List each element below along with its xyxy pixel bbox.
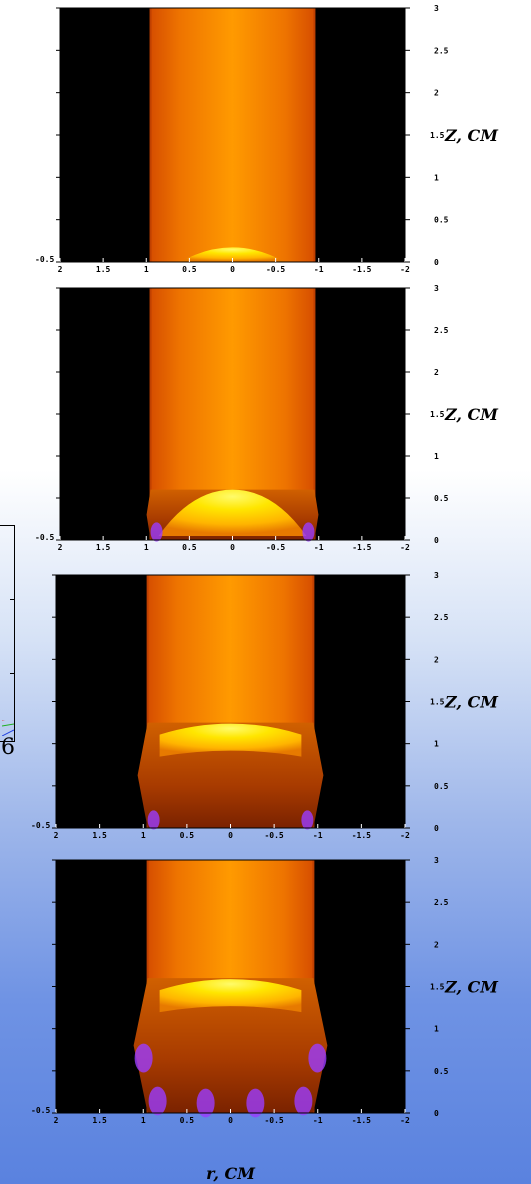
heatmap-panel-3: 2 1.5 1 0.5 0 -0.5 -1 -1.5 -2 3 2.5 2 1.5 1 0.5 0 Z, CM -…: [31, 571, 499, 896]
hot-front: [159, 723, 302, 757]
heatmap-panel-4: 2 1.5 1 0.5 0 -0.5 -1 -1.5 -2 3 2.5 2 1.5 1 0.5 0 Z, CM -…: [31, 856, 499, 1183]
x-axis-label: r, CM: [206, 1164, 256, 1183]
y-tick-label: 1.5: [430, 410, 445, 419]
y-tick-label: 2.5: [434, 898, 449, 907]
x-tick-label: 2: [58, 543, 63, 552]
x-tick-label: 0: [230, 543, 235, 552]
y-tick-label: 2: [434, 940, 439, 949]
y-tick-label: 0: [434, 258, 439, 267]
x-tick-label: -2: [400, 831, 410, 840]
violet-region: [301, 810, 314, 830]
y-tick-label: 1.5: [430, 983, 445, 992]
y-tick-label: 1.5: [430, 698, 445, 707]
x-tick-label: 2: [54, 831, 59, 840]
x-tick-label: 1: [141, 831, 146, 840]
x-tick-label: 0: [228, 831, 233, 840]
x-tick-label: 1: [141, 1116, 146, 1125]
x-tick-label: 1.5: [92, 831, 107, 840]
violet-region: [294, 1086, 313, 1116]
x-tick-label: -1: [314, 265, 324, 274]
y-tick-label: 0.5: [434, 1067, 449, 1076]
x-tick-label: -1.5: [352, 831, 371, 840]
y-tick-label: 1: [434, 173, 439, 182]
y-tick-label: 0: [434, 1109, 439, 1118]
y-tick-label: 2: [434, 89, 439, 98]
bottom-left-label: -0.5: [31, 1106, 50, 1115]
y-tick-label: 0.5: [434, 216, 449, 225]
hot-front: [180, 247, 285, 262]
x-tick-label: -2: [400, 265, 410, 274]
x-tick-label: -2: [400, 1116, 410, 1125]
bottom-left-label: -0.5: [35, 255, 54, 264]
x-tick-label: -0.5: [264, 831, 283, 840]
plasma-column: [150, 8, 315, 262]
x-tick-label: -0.5: [264, 1116, 283, 1125]
violet-region: [196, 1088, 215, 1118]
x-tick-label: -0.5: [266, 543, 285, 552]
hot-front: [159, 979, 302, 1013]
y-axis-label: Z, CM: [444, 126, 499, 145]
x-tick-label: 0.5: [180, 1116, 195, 1125]
violet-region: [246, 1088, 265, 1118]
violet-region: [134, 1043, 153, 1073]
fragment-tick: [10, 599, 14, 600]
x-tick-label: 1: [144, 543, 149, 552]
bottom-left-label: -0.5: [35, 533, 54, 542]
fragment-label: 6: [1, 735, 15, 760]
y-tick-label: 1: [434, 740, 439, 749]
x-tick-label: -2: [400, 543, 410, 552]
y-tick-label: 0.5: [434, 494, 449, 503]
violet-region: [150, 522, 163, 542]
y-tick-label: 0: [434, 536, 439, 545]
x-tick-label: 0: [228, 1116, 233, 1125]
bottom-left-label: -0.5: [31, 821, 50, 830]
x-tick-label: -1: [314, 543, 324, 552]
y-tick-label: 2.5: [434, 326, 449, 335]
violet-region: [148, 1086, 167, 1116]
x-tick-label: 1.5: [96, 265, 111, 274]
left-cropped-chart-fragment: [0, 525, 15, 742]
x-tick-label: -1.5: [352, 265, 371, 274]
x-tick-label: 1.5: [96, 543, 111, 552]
y-tick-label: 2.5: [434, 613, 449, 622]
y-tick-label: 1: [434, 1025, 439, 1034]
violet-region: [308, 1043, 327, 1073]
y-tick-label: 2: [434, 655, 439, 664]
x-tick-label: -1: [313, 831, 323, 840]
y-tick-label: 2: [434, 368, 439, 377]
y-tick-label: 3: [434, 4, 439, 13]
heatmap-panel-1: 2 1.5 1 0.5 0 -0.5 -1 -1.5 -2 3 2.5 2 1.5 1 0.5 0 Z, CM -…: [35, 4, 499, 274]
x-tick-label: 2: [58, 265, 63, 274]
x-tick-label: 0.5: [180, 831, 195, 840]
y-axis-label: Z, CM: [444, 405, 499, 424]
x-tick-label: 1.5: [92, 1116, 107, 1125]
y-tick-label: 1.5: [430, 131, 445, 140]
x-tick-label: -1.5: [352, 543, 371, 552]
y-tick-label: 0: [434, 824, 439, 833]
x-tick-label: 0.5: [182, 543, 197, 552]
hot-front: [158, 489, 307, 536]
y-tick-label: 1: [434, 452, 439, 461]
violet-region: [302, 522, 315, 542]
y-tick-label: 3: [434, 856, 439, 865]
x-tick-label: -0.5: [266, 265, 285, 274]
x-tick-label: 1: [144, 265, 149, 274]
y-axis-label: Z, CM: [444, 978, 499, 997]
expanded-base: [133, 978, 328, 1113]
x-tick-label: 0.5: [182, 265, 197, 274]
y-tick-label: 3: [434, 571, 439, 580]
heatmap-panel-2: 2 1.5 1 0.5 0 -0.5 -1 -1.5 -2 3 2.5 2 1.5 1 0.5 0 Z, CM -…: [35, 284, 499, 552]
x-tick-label: -1.5: [352, 1116, 371, 1125]
fragment-tick: [10, 673, 14, 674]
violet-region: [147, 810, 160, 830]
x-tick-label: -1: [313, 1116, 323, 1125]
y-tick-label: 2.5: [434, 46, 449, 55]
y-axis-label: Z, CM: [444, 693, 499, 712]
y-tick-label: 3: [434, 284, 439, 293]
y-tick-label: 0.5: [434, 782, 449, 791]
x-tick-label: 2: [54, 1116, 59, 1125]
x-tick-label: 0: [230, 265, 235, 274]
